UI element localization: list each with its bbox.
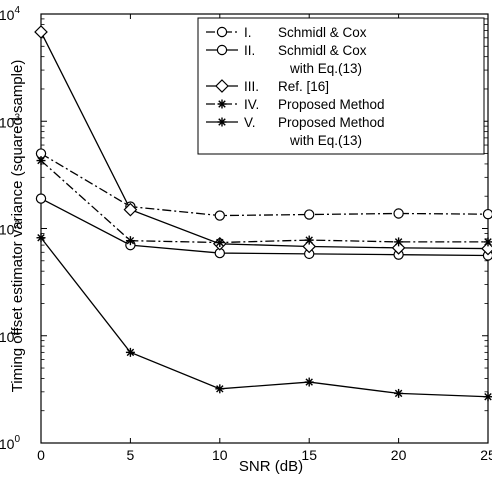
legend-swatch-marker bbox=[215, 79, 229, 93]
data-point-stroke bbox=[394, 389, 403, 398]
data-point bbox=[394, 388, 404, 398]
x-tick-label: 10 bbox=[212, 447, 228, 463]
y-tick-label: 102 bbox=[0, 220, 20, 238]
data-point bbox=[215, 384, 225, 394]
legend-entry-1: I. Schmidl & Cox bbox=[206, 25, 367, 40]
series-5 bbox=[36, 233, 492, 402]
data-point-stroke bbox=[394, 238, 403, 246]
data-point-stroke bbox=[216, 385, 224, 393]
series-line bbox=[40, 160, 488, 244]
legend-label: Proposed Method bbox=[278, 97, 385, 112]
plot-area: 0 5 10 15 20 25 100 101 102 103 104 I. Schmidl & Cox… bbox=[0, 5, 492, 463]
series-1 bbox=[35, 148, 492, 221]
legend-entry-2: II. Schmidl & Cox with Eq.(13) bbox=[206, 43, 367, 76]
legend-entry-3: III. Ref. [16] bbox=[206, 79, 329, 94]
data-point-stroke bbox=[216, 238, 224, 247]
data-point-stroke bbox=[37, 156, 45, 165]
series-line bbox=[40, 198, 489, 257]
data-point bbox=[34, 25, 48, 39]
x-tick-label: 25 bbox=[480, 447, 492, 463]
data-point bbox=[393, 208, 404, 219]
data-point bbox=[481, 241, 492, 256]
legend-number: V. bbox=[244, 115, 256, 130]
x-tick-label: 15 bbox=[301, 447, 317, 463]
data-point-stroke bbox=[126, 236, 135, 245]
legend-label: with Eq.(13) bbox=[289, 133, 362, 148]
y-axis-label: Timing offset estimator variance (square… bbox=[9, 60, 26, 393]
y-tick-label: 101 bbox=[0, 327, 20, 345]
x-axis-label: SNR (dB) bbox=[239, 458, 303, 475]
series-line bbox=[40, 237, 489, 398]
legend-swatch-marker bbox=[216, 44, 228, 56]
legend: I. Schmidl & Cox II. Schmidl & Cox with Eq.(… bbox=[197, 17, 485, 155]
series-line bbox=[40, 152, 489, 217]
legend-swatch-marker-stroke bbox=[218, 118, 226, 126]
legend-label: Schmidl & Cox bbox=[278, 43, 367, 58]
data-point bbox=[483, 392, 492, 402]
data-point bbox=[35, 193, 47, 204]
data-point bbox=[304, 209, 315, 220]
y-tick-label: 100 bbox=[0, 434, 20, 452]
legend-number: IV. bbox=[244, 97, 259, 112]
x-tick-label: 20 bbox=[391, 447, 407, 463]
legend-entry-4: IV. Proposed Method bbox=[206, 97, 385, 112]
series-2 bbox=[35, 193, 492, 261]
data-point bbox=[304, 235, 314, 245]
data-point-stroke bbox=[305, 236, 313, 244]
legend-swatch-marker bbox=[217, 99, 227, 109]
legend-label: with Eq.(13) bbox=[289, 61, 362, 76]
y-tick-label: 104 bbox=[0, 5, 20, 23]
data-point bbox=[125, 347, 135, 357]
legend-label: Schmidl & Cox bbox=[278, 25, 367, 40]
x-tick-label: 0 bbox=[37, 447, 45, 463]
series-4 bbox=[36, 156, 492, 248]
data-point-stroke bbox=[305, 378, 313, 386]
data-point-stroke bbox=[126, 348, 135, 357]
data-point bbox=[394, 237, 404, 247]
series-line bbox=[40, 31, 489, 250]
legend-number: III. bbox=[244, 79, 259, 94]
data-point bbox=[125, 236, 135, 246]
legend-entry-5: V. Proposed Method with Eq.(13) bbox=[206, 115, 385, 148]
legend-label: Proposed Method bbox=[278, 115, 385, 130]
legend-swatch-marker bbox=[217, 117, 227, 127]
data-point bbox=[36, 156, 46, 166]
x-tick-label: 5 bbox=[127, 447, 135, 463]
data-point bbox=[214, 210, 225, 221]
data-point bbox=[215, 238, 225, 248]
data-point bbox=[304, 377, 314, 387]
data-point bbox=[123, 202, 138, 217]
legend-box bbox=[197, 17, 485, 155]
legend-swatch-marker-stroke bbox=[218, 100, 226, 108]
data-point bbox=[36, 233, 46, 243]
legend-swatch-marker bbox=[216, 26, 228, 38]
data-point bbox=[483, 237, 492, 247]
legend-number: I. bbox=[244, 25, 252, 40]
y-tick-label: 103 bbox=[0, 112, 20, 130]
data-point-stroke bbox=[484, 238, 492, 246]
legend-label: Ref. [16] bbox=[278, 79, 329, 94]
data-point-stroke bbox=[37, 234, 45, 242]
data-point-stroke bbox=[484, 393, 492, 401]
legend-number: II. bbox=[244, 43, 255, 58]
data-point bbox=[482, 208, 492, 220]
